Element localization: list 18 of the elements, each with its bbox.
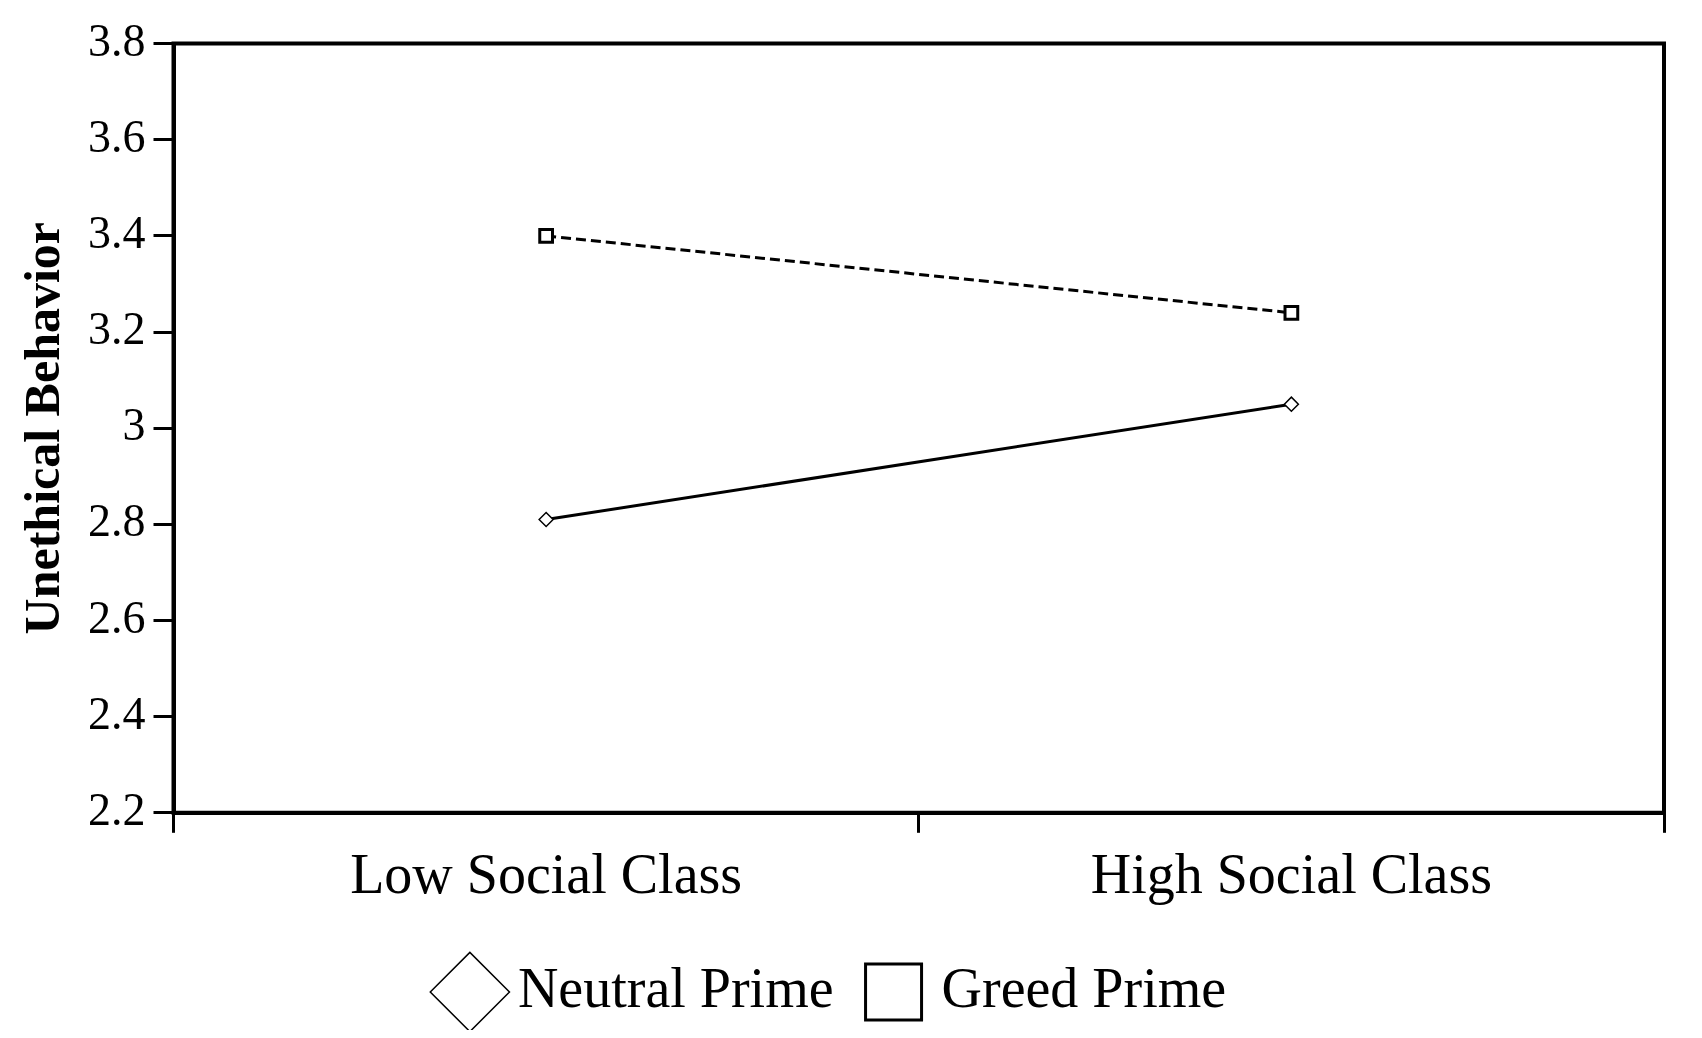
y-tick-label: 3.6	[88, 110, 146, 162]
x-tick-label: High Social Class	[1090, 843, 1493, 906]
y-tick-label: 3.8	[88, 14, 146, 66]
y-tick-label: 2.6	[88, 591, 146, 643]
y-tick-label: 3	[122, 399, 146, 451]
y-axis-title: Unethical Behavior	[13, 221, 70, 635]
y-tick-label: 2.4	[88, 687, 146, 739]
point	[1283, 396, 1300, 412]
y-tick-label: 3.4	[88, 206, 146, 258]
x-tick-label: Low Social Class	[350, 843, 743, 906]
y-tick-label: 2.8	[88, 495, 146, 547]
legend-label: Neutral Prime	[517, 956, 834, 1019]
y-tick-label: 2.2	[88, 783, 146, 835]
point	[538, 228, 554, 244]
legend-label: Greed Prime	[941, 956, 1227, 1019]
point	[538, 511, 554, 528]
point	[1283, 304, 1300, 321]
y-tick-label: 3.2	[88, 303, 146, 355]
